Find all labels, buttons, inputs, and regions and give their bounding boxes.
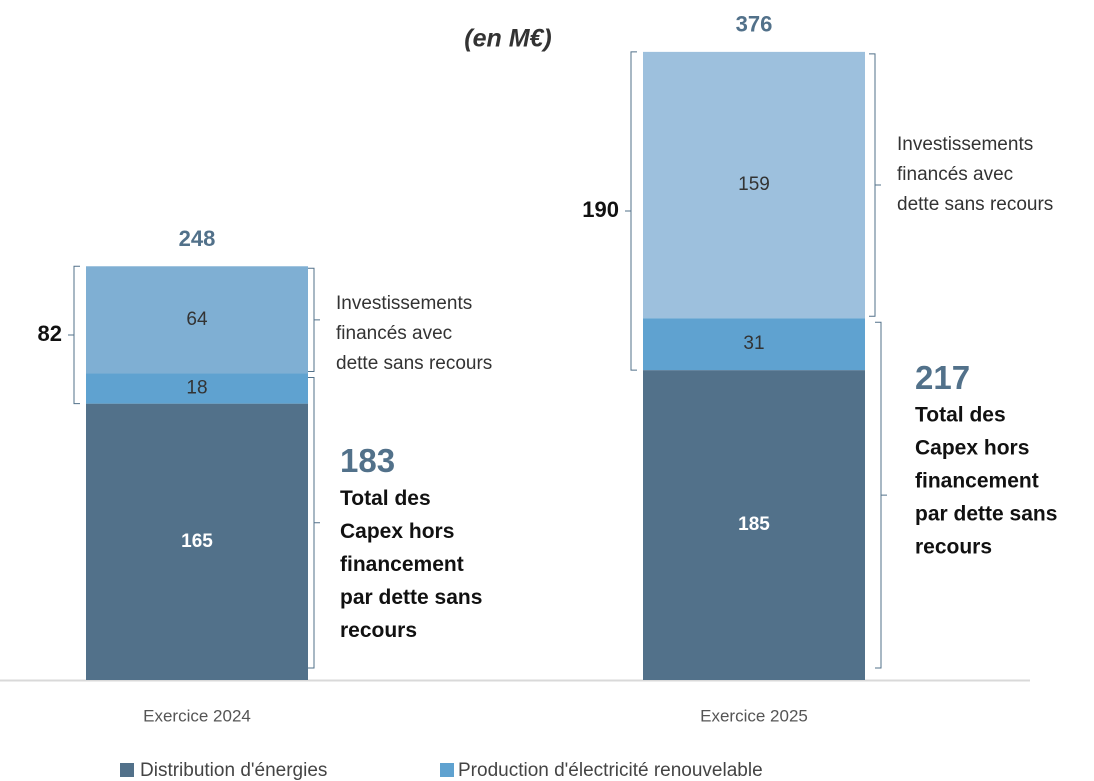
capex-label: par dette sans xyxy=(340,586,482,609)
segment-label: 165 xyxy=(181,531,213,552)
x-tick-label: Exercice 2025 xyxy=(700,706,808,725)
bar-segment xyxy=(86,373,308,404)
segment-label: 31 xyxy=(743,333,764,354)
financed-label: Investissements xyxy=(336,293,472,314)
legend-swatch xyxy=(120,763,134,777)
legend-label: Distribution d'énergies xyxy=(140,760,327,781)
financed-label: financés avec xyxy=(336,323,452,344)
financed-total: 190 xyxy=(582,197,619,222)
capex-total: 183 xyxy=(340,442,395,479)
financed-label: financés avec xyxy=(897,164,1013,185)
financed-label: dette sans recours xyxy=(897,194,1053,215)
total-label: 376 xyxy=(736,12,773,37)
bar-segment xyxy=(643,318,865,371)
bracket xyxy=(625,51,637,371)
bracket xyxy=(875,321,887,669)
bracket xyxy=(68,265,80,405)
capex-label: recours xyxy=(915,536,992,559)
financed-label: Investissements xyxy=(897,134,1033,155)
legend-label: Production d'électricité renouvelable xyxy=(458,760,763,781)
segment-label: 64 xyxy=(186,309,208,330)
bar-segment xyxy=(86,403,308,680)
capex-label: Total des xyxy=(340,487,431,510)
capex-label: recours xyxy=(340,619,417,642)
capex-label: financement xyxy=(915,470,1039,493)
segment-label: 159 xyxy=(738,174,770,195)
segment-label: 18 xyxy=(186,378,207,399)
capex-total: 217 xyxy=(915,359,970,396)
capex-label: financement xyxy=(340,553,464,576)
total-label: 248 xyxy=(179,226,216,251)
bar-segment xyxy=(643,51,865,319)
x-tick-label: Exercice 2024 xyxy=(143,706,251,725)
segment-label: 185 xyxy=(738,514,770,535)
legend-swatch xyxy=(440,763,454,777)
bar-segment xyxy=(643,370,865,680)
chart-subtitle: (en M€) xyxy=(464,25,552,53)
bracket xyxy=(308,267,320,372)
bar-segment xyxy=(86,266,308,374)
capex-label: Capex hors xyxy=(915,437,1029,460)
financed-label: dette sans recours xyxy=(336,353,492,374)
capex-label: Capex hors xyxy=(340,520,454,543)
financed-total: 82 xyxy=(38,321,62,346)
bracket xyxy=(869,53,881,317)
capex-label: Total des xyxy=(915,404,1006,427)
bracket xyxy=(308,376,320,669)
capex-label: par dette sans xyxy=(915,503,1057,526)
